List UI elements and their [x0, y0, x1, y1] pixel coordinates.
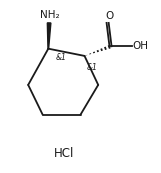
Polygon shape	[47, 23, 51, 49]
Text: OH: OH	[133, 41, 149, 51]
Text: &1: &1	[87, 63, 98, 72]
Text: O: O	[106, 11, 114, 21]
Text: &1: &1	[56, 53, 66, 62]
Text: HCl: HCl	[54, 147, 75, 160]
Text: NH₂: NH₂	[40, 10, 60, 20]
